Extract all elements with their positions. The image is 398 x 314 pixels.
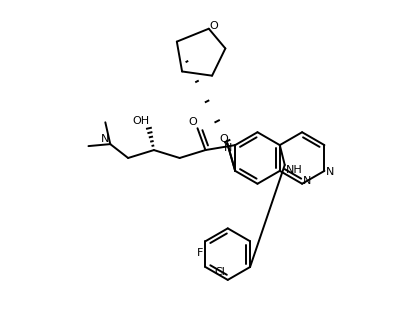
Text: N: N xyxy=(303,176,311,186)
Text: N: N xyxy=(326,167,335,177)
Text: O: O xyxy=(219,134,228,144)
Text: Cl: Cl xyxy=(215,267,225,277)
Text: N: N xyxy=(224,143,232,153)
Text: OH: OH xyxy=(133,116,150,126)
Text: N: N xyxy=(101,134,109,144)
Text: O: O xyxy=(209,21,218,31)
Text: F: F xyxy=(197,248,204,258)
Text: NH: NH xyxy=(286,165,303,175)
Text: O: O xyxy=(188,117,197,127)
